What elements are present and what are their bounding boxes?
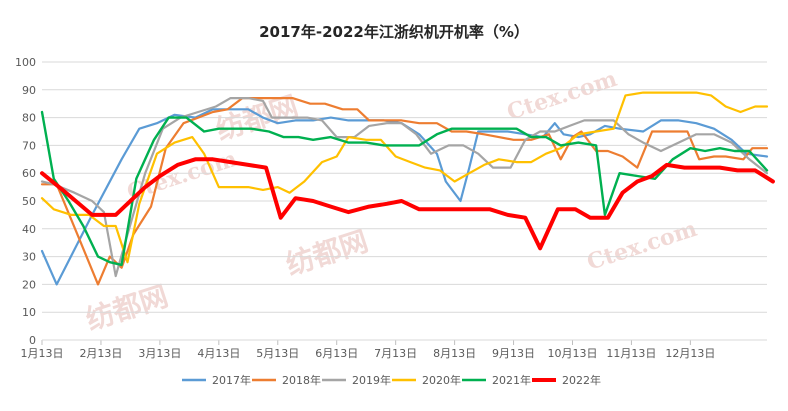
y-tick-label: 20 — [22, 278, 36, 291]
chart-title: 2017年-2022年江浙织机开机率（%） — [259, 23, 529, 41]
y-tick-label: 30 — [22, 251, 36, 264]
series-line-2019年 — [40, 96, 769, 278]
y-tick-label: 40 — [22, 223, 36, 236]
y-tick-label: 50 — [22, 195, 36, 208]
legend: 2017年 2018年 2019年 2020年 2021年 2022年 — [182, 373, 601, 387]
legend-item: 2018年 — [252, 373, 321, 387]
series-line-2022年 — [40, 157, 775, 251]
x-tick-label: 2月13日 — [79, 347, 122, 360]
legend-item: 2021年 — [462, 373, 531, 387]
legend-label: 2022年 — [562, 373, 601, 387]
legend-label: 2017年 — [212, 373, 251, 387]
y-tick-label: 70 — [22, 139, 36, 152]
series-line-2020年 — [40, 91, 769, 264]
x-tick-label: 1月13日 — [21, 347, 64, 360]
series-layer — [40, 91, 775, 286]
x-tick-label: 6月13日 — [315, 347, 358, 360]
y-tick-label: 100 — [15, 56, 36, 69]
y-tick-label: 80 — [22, 112, 36, 125]
legend-label: 2019年 — [352, 373, 391, 387]
y-tick-label: 10 — [22, 306, 36, 319]
legend-label: 2021年 — [492, 373, 531, 387]
x-tick-label: 11月13日 — [606, 347, 656, 360]
y-axis-ticks: 0 10 20 30 40 50 60 70 80 90 100 — [15, 56, 36, 347]
x-tick-label: 3月13日 — [138, 347, 181, 360]
x-tick-label: 12月13日 — [665, 347, 715, 360]
y-tick-label: 60 — [22, 167, 36, 180]
watermark-text: Ctex.com — [584, 216, 700, 276]
legend-item: 2017年 — [182, 373, 251, 387]
x-tick-label: 7月13日 — [374, 347, 417, 360]
x-axis-ticks: 1月13日 2月13日 3月13日 4月13日 5月13日 6月13日 7月13日 8月13日… — [21, 340, 715, 360]
y-tick-label: 90 — [22, 84, 36, 97]
watermark-text: 纺都网 — [282, 224, 372, 281]
legend-item: 2019年 — [322, 373, 391, 387]
y-tick-label: 0 — [29, 334, 36, 347]
legend-label: 2020年 — [422, 373, 461, 387]
series-line-2021年 — [40, 110, 769, 267]
x-tick-label: 5月13日 — [256, 347, 299, 360]
series-line-2017年 — [40, 108, 769, 286]
legend-label: 2018年 — [282, 373, 321, 387]
x-tick-label: 9月13日 — [492, 347, 535, 360]
x-tick-label: 10月13日 — [547, 347, 597, 360]
watermark-text: 纺都网 — [82, 279, 172, 336]
x-tick-label: 8月13日 — [433, 347, 476, 360]
legend-item: 2022年 — [532, 373, 601, 387]
watermark-text: Ctex.com — [504, 66, 620, 126]
legend-item: 2020年 — [392, 373, 461, 387]
x-tick-label: 4月13日 — [197, 347, 240, 360]
